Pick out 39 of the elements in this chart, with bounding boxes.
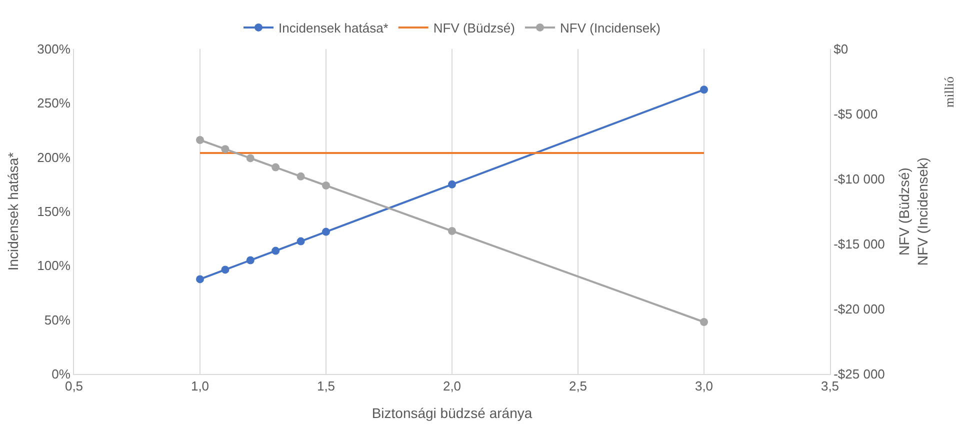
x-tick-label: 1,0 [190, 378, 210, 394]
y-axis-title: Incidensek hatása* [4, 152, 21, 271]
x-axis-title: Biztonsági büdzsé aránya [372, 404, 532, 421]
point [196, 136, 204, 144]
legend-label: NFV (Incidensek) [560, 20, 660, 36]
point [246, 256, 254, 264]
y2-tick-label: -$10 000 [834, 172, 885, 187]
x-tick-label: 1,5 [316, 378, 336, 394]
y2-tick-label: -$20 000 [834, 302, 885, 317]
point [272, 163, 280, 172]
y-tick-label: 200% [37, 150, 71, 165]
point [221, 145, 230, 154]
point [322, 228, 330, 236]
y-tick-label: 150% [37, 204, 71, 220]
x-tick-label: 3,0 [694, 378, 714, 394]
legend-label: NFV (Büdzsé) [433, 20, 515, 36]
y-tick-label: 50% [44, 312, 71, 328]
point [700, 318, 708, 326]
point [296, 172, 305, 180]
y-tick-label: 100% [37, 258, 71, 274]
y2-tick-label: -$15 000 [834, 236, 885, 252]
y2-tick-label: $0 [834, 42, 848, 57]
y-tick-label: 250% [37, 96, 71, 111]
point [448, 227, 456, 235]
x-tick-label: 2,5 [568, 378, 588, 394]
point [221, 266, 230, 274]
y2-tick-label: -$5 000 [834, 106, 878, 122]
legend-label: Incidensek hatása* [278, 20, 388, 36]
point [246, 154, 254, 162]
point [272, 246, 280, 255]
point [196, 275, 204, 284]
point [700, 86, 708, 94]
point [296, 237, 305, 246]
text: millió [942, 76, 957, 108]
x-tick-label: 2,0 [442, 378, 462, 394]
y-tick-label: 300% [37, 42, 71, 57]
y2-axis-title: NFV (Büdzsé) NFV (Incidensek) [896, 157, 930, 266]
point [448, 180, 456, 188]
point [322, 182, 330, 190]
